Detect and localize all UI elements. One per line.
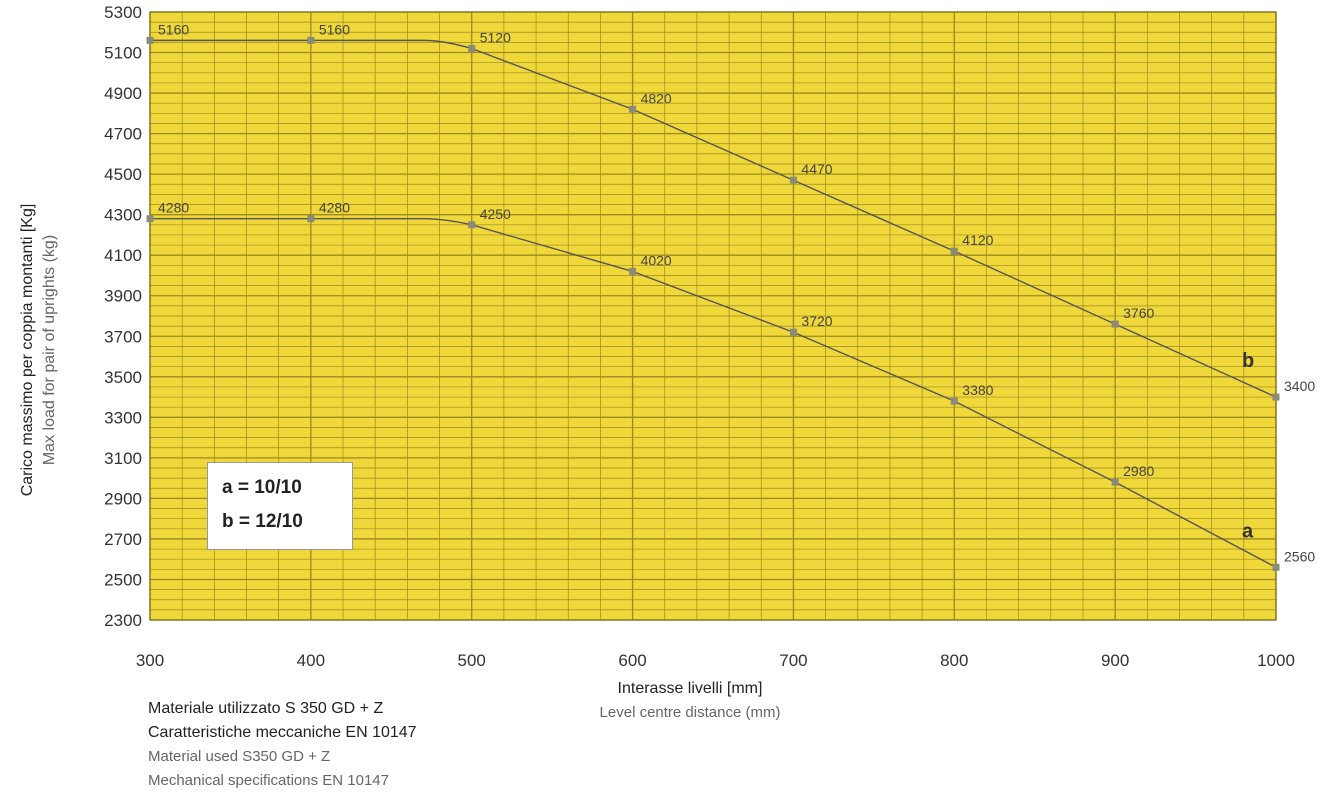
- legend-box: a = 10/10 b = 12/10: [207, 462, 353, 550]
- data-point-b: [629, 105, 637, 113]
- data-label-a: 2980: [1123, 463, 1154, 479]
- data-point-b: [146, 36, 154, 44]
- y-tick-label: 4100: [104, 246, 142, 265]
- note-mechanical-en: Mechanical specifications EN 10147: [148, 772, 389, 789]
- x-axis-label-en: Level centre distance (mm): [599, 704, 781, 721]
- x-tick-label: 900: [1101, 651, 1129, 670]
- legend-entry-b: b = 12/10: [222, 511, 303, 532]
- y-axis-label-en: Max load for pair of uprights (kg): [41, 235, 58, 465]
- grid: [149, 11, 1277, 621]
- x-tick-label: 600: [618, 651, 646, 670]
- y-tick-label: 2300: [104, 611, 142, 630]
- data-label-a: 4280: [319, 200, 350, 216]
- data-point-a: [1272, 563, 1280, 571]
- note-material-en: Material used S350 GD + Z: [148, 748, 331, 765]
- data-point-b: [789, 176, 797, 184]
- data-label-b: 5160: [158, 21, 189, 37]
- x-axis-ticks: 300 400 500 600 700 800 900 1000: [136, 651, 1295, 670]
- data-label-b: 4470: [801, 161, 832, 177]
- data-label-b: 4820: [641, 90, 672, 106]
- y-tick-label: 4900: [104, 84, 142, 103]
- data-point-b: [468, 44, 476, 52]
- x-tick-label: 800: [940, 651, 968, 670]
- data-label-a: 4250: [480, 206, 511, 222]
- y-tick-label: 4300: [104, 206, 142, 225]
- x-tick-label: 700: [779, 651, 807, 670]
- note-material: Materiale utilizzato S 350 GD + Z: [148, 700, 384, 717]
- y-tick-label: 3100: [104, 449, 142, 468]
- data-label-b: 4120: [962, 232, 993, 248]
- data-point-b: [307, 36, 315, 44]
- y-tick-label: 3300: [104, 408, 142, 427]
- data-label-a: 3380: [962, 382, 993, 398]
- y-tick-label: 3500: [104, 368, 142, 387]
- y-axis-label: Carico massimo per coppia montanti [Kg]: [19, 204, 36, 497]
- data-point-a: [789, 328, 797, 336]
- series-name-b: b: [1242, 350, 1254, 372]
- y-tick-label: 4500: [104, 165, 142, 184]
- data-point-a: [468, 221, 476, 229]
- y-tick-label: 4700: [104, 125, 142, 144]
- data-point-a: [146, 215, 154, 223]
- material-notes: Materiale utilizzato S 350 GD + Z Caratt…: [148, 697, 417, 793]
- x-axis-label: Interasse livelli [mm]: [617, 680, 763, 697]
- x-tick-label: 300: [136, 651, 164, 670]
- series-lines: 4280 4280 4250 4020 3720 3380 2980 2560 a 5160 516…: [146, 21, 1315, 571]
- series-line-a: [150, 218, 1277, 568]
- data-label-a: 4280: [158, 200, 189, 216]
- data-point-b: [1111, 320, 1119, 328]
- y-tick-label: 2500: [104, 570, 142, 589]
- data-label-a: 3720: [801, 313, 832, 329]
- data-label-a: 4020: [641, 252, 672, 268]
- note-mechanical: Caratteristiche meccaniche EN 10147: [148, 724, 417, 741]
- y-tick-label: 5100: [104, 44, 142, 63]
- x-tick-label: 1000: [1257, 651, 1295, 670]
- data-point-b: [950, 247, 958, 255]
- data-point-a: [307, 215, 315, 223]
- data-point-b: [1272, 393, 1280, 401]
- data-label-a: 2560: [1284, 548, 1315, 564]
- series-name-a: a: [1242, 520, 1254, 542]
- data-label-b: 3400: [1284, 378, 1315, 394]
- y-tick-label: 2900: [104, 489, 142, 508]
- data-label-b: 3760: [1123, 305, 1154, 321]
- y-tick-label: 3900: [104, 287, 142, 306]
- data-label-b: 5160: [319, 21, 350, 37]
- data-point-a: [950, 397, 958, 405]
- x-tick-label: 400: [297, 651, 325, 670]
- plot-border: [149, 11, 1277, 621]
- series-line-b: [150, 39, 1277, 398]
- y-tick-label: 2700: [104, 530, 142, 549]
- data-point-a: [1111, 478, 1119, 486]
- legend-entry-a: a = 10/10: [222, 477, 302, 498]
- y-tick-label: 3700: [104, 327, 142, 346]
- x-tick-label: 500: [458, 651, 486, 670]
- data-point-a: [629, 267, 637, 275]
- y-tick-label: 5300: [104, 3, 142, 22]
- y-axis-ticks: 2300 2500 2700 2900 3100 3300 3500 3700 3900 4100…: [104, 3, 142, 630]
- data-label-b: 5120: [480, 29, 511, 45]
